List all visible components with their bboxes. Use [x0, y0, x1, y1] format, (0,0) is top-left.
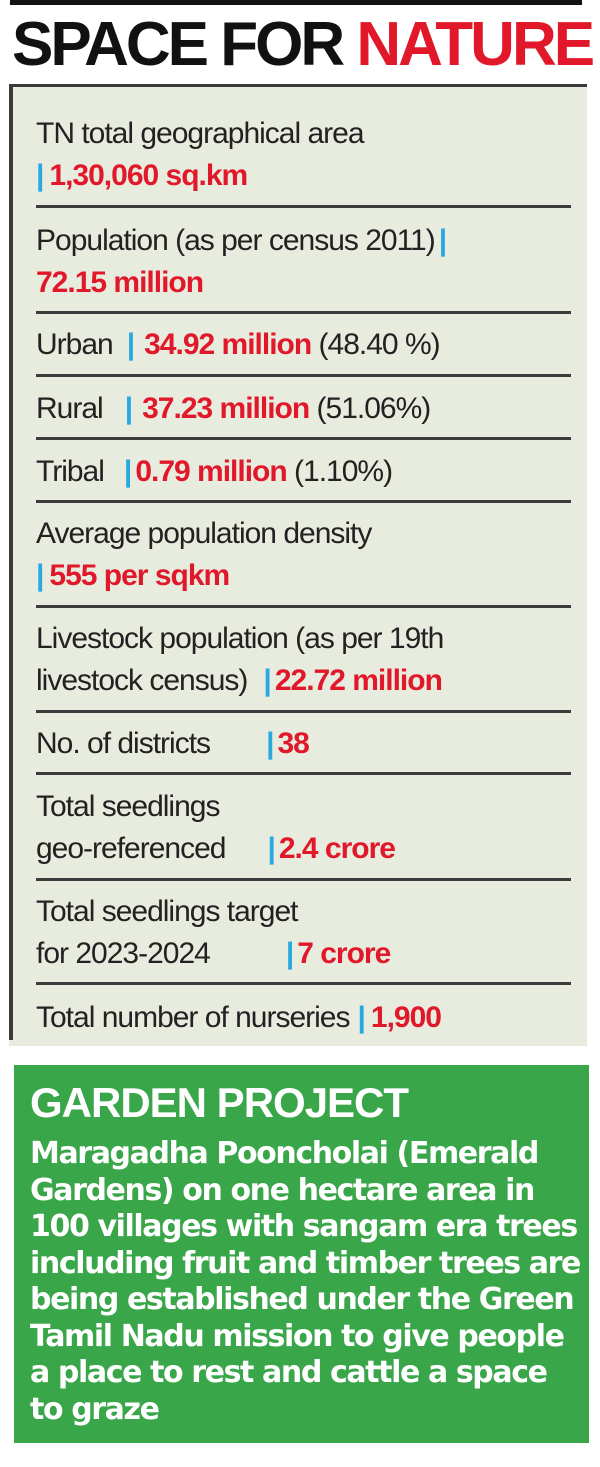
fact-label: No. of districts	[36, 727, 211, 760]
fact-value: 37.23 million	[142, 392, 310, 425]
fact-label: Average population density	[36, 517, 372, 550]
fact-note: (48.40 %)	[318, 328, 441, 361]
garden-project-body: Maragadha Pooncholai (Emerald Gardens) o…	[30, 1136, 581, 1427]
fact-separator: |	[36, 159, 44, 192]
fact-value: 7 crore	[297, 937, 391, 970]
fact-note: (1.10%)	[294, 455, 393, 488]
row-divider	[36, 605, 571, 608]
fact-value: 1,900	[370, 1001, 442, 1034]
fact-label: Total number of nurseries	[36, 1001, 350, 1034]
fact-row-tribal: Tribal | 0.79 million (1.10%)	[36, 451, 576, 493]
fact-row-districts: No. of districts | 38	[36, 723, 576, 765]
row-divider	[36, 500, 571, 503]
fact-row-density: Average population density | 555 per sqkm	[36, 513, 576, 597]
fact-row-urban: Urban | 34.92 million (48.40 %)	[36, 324, 576, 366]
row-divider	[36, 772, 571, 775]
fact-label-line2: for 2023-2024	[36, 937, 211, 970]
panel-edge	[9, 84, 13, 1040]
row-divider	[36, 710, 571, 713]
fact-value: 2.4 crore	[278, 832, 396, 865]
fact-value: 22.72 million	[274, 664, 443, 697]
fact-separator: |	[266, 727, 274, 760]
fact-note: (51.06%)	[316, 392, 432, 425]
fact-label-line1: Total seedlings target	[36, 895, 299, 928]
panel-top-rule	[9, 84, 587, 87]
top-rule	[10, 0, 582, 5]
fact-label: Tribal	[36, 455, 105, 488]
row-divider	[36, 878, 571, 881]
fact-value: 555 per sqkm	[49, 559, 230, 592]
headline: SPACE FOR NATURE	[12, 10, 595, 80]
fact-value: 72.15 million	[36, 266, 204, 299]
row-divider	[36, 374, 571, 377]
fact-row-seedlings-geo: Total seedlings geo-referenced | 2.4 crore	[36, 786, 576, 870]
fact-label-line2: geo-referenced	[36, 832, 226, 865]
garden-project-box	[14, 1065, 589, 1443]
fact-value: 1,30,060 sq.km	[49, 159, 248, 192]
facts-panel	[9, 84, 587, 1046]
row-divider	[36, 437, 571, 440]
headline-part2: NATURE	[356, 10, 595, 79]
fact-separator: |	[285, 937, 294, 970]
headline-part1: SPACE FOR	[12, 10, 357, 79]
row-divider	[36, 205, 571, 208]
fact-label: Urban	[36, 328, 114, 361]
fact-row-nurseries: Total number of nurseries | 1,900	[36, 997, 576, 1039]
fact-separator: |	[357, 1001, 366, 1034]
fact-label-line1: Total seedlings	[36, 790, 220, 823]
fact-row-livestock: Livestock population (as per 19th livest…	[36, 618, 576, 702]
fact-separator: |	[263, 664, 271, 697]
fact-value: 0.79 million	[135, 455, 287, 488]
fact-label-line1: Livestock population (as per 19th	[36, 622, 444, 655]
fact-value: 38	[277, 727, 309, 760]
fact-separator: |	[126, 328, 135, 361]
fact-row-population: Population (as per census 2011) | 72.15 m…	[36, 220, 576, 304]
row-divider	[36, 982, 571, 985]
fact-separator: |	[124, 392, 133, 425]
fact-label: TN total geographical area	[36, 117, 365, 150]
fact-row-rural: Rural | 37.23 million (51.06%)	[36, 388, 576, 430]
fact-label-line2: livestock census)	[36, 664, 248, 697]
fact-row-seedlings-target: Total seedlings target for 2023-2024 | 7 c…	[36, 891, 576, 975]
fact-separator: |	[123, 455, 132, 488]
fact-separator: |	[36, 559, 44, 592]
fact-row-geographical-area: TN total geographical area | 1,30,060 sq.…	[36, 113, 576, 197]
fact-separator: |	[438, 224, 447, 257]
fact-value: 34.92 million	[144, 328, 312, 361]
fact-label: Rural	[36, 392, 104, 425]
row-divider	[36, 311, 571, 314]
fact-label: Population (as per census 2011)	[36, 224, 436, 257]
fact-separator: |	[267, 832, 275, 865]
garden-project-title: GARDEN PROJECT	[30, 1079, 409, 1126]
